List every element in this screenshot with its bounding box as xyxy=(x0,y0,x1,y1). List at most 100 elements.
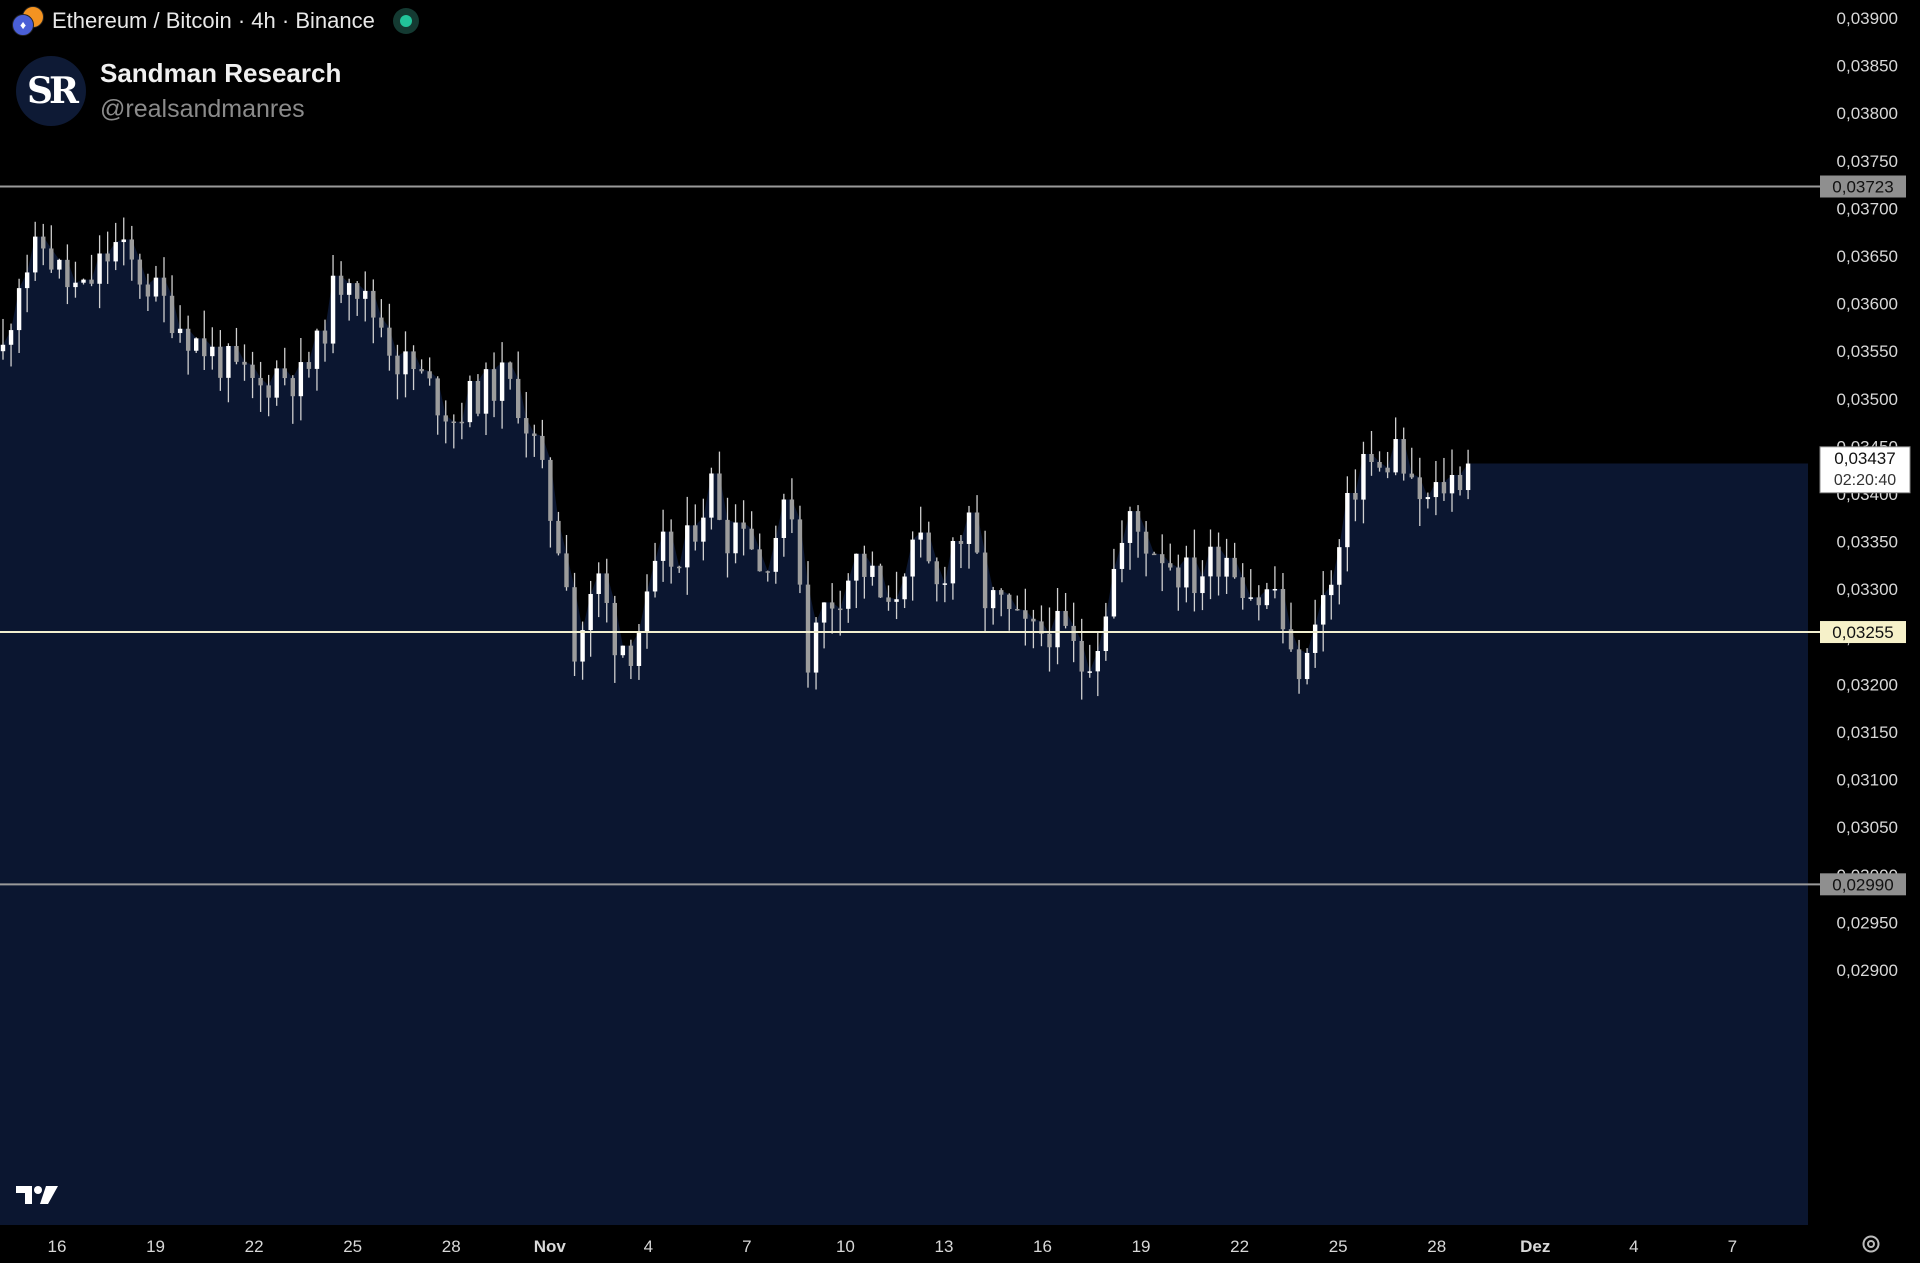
candle-body xyxy=(661,532,665,561)
candle-body xyxy=(975,513,979,553)
candle-body xyxy=(1265,589,1269,605)
last-price-label: 0,03437 xyxy=(1834,449,1895,468)
tradingview-logo-icon[interactable] xyxy=(14,1183,60,1207)
y-tick-label: 0,03800 xyxy=(1837,104,1898,123)
chart-header: ♦ Ethereum / Bitcoin · 4h · Binance xyxy=(12,6,419,36)
candle-body xyxy=(1305,653,1309,679)
candle-body xyxy=(886,597,890,601)
candle-body xyxy=(242,362,246,365)
candle xyxy=(1305,648,1309,684)
candle-body xyxy=(782,499,786,537)
candle-countdown-label: 02:20:40 xyxy=(1834,472,1896,489)
candle-body xyxy=(1393,439,1397,472)
y-tick-label: 0,03550 xyxy=(1837,342,1898,361)
candle-body xyxy=(500,362,504,400)
candle-body xyxy=(307,362,311,369)
candle-body xyxy=(621,646,625,656)
y-tick-label: 0,03600 xyxy=(1837,295,1898,314)
candle-body xyxy=(677,567,681,569)
candle-body xyxy=(1442,482,1446,493)
candle-body xyxy=(427,371,431,378)
candle-body xyxy=(1466,464,1470,490)
price-axis[interactable]: 0,03900 0,03850 0,03800 0,03750 0,03700 0,036… xyxy=(1837,9,1898,980)
candle-body xyxy=(645,591,649,631)
candle-body xyxy=(1128,511,1132,543)
candle-body xyxy=(798,519,802,584)
candle-body xyxy=(1297,649,1301,679)
candle-body xyxy=(299,362,303,396)
x-tick-label: 10 xyxy=(836,1237,855,1256)
candle-body xyxy=(870,566,874,577)
candle-body xyxy=(741,523,745,529)
candle-body xyxy=(202,338,206,356)
candle-body xyxy=(967,513,971,544)
x-tick-label: 4 xyxy=(1629,1237,1638,1256)
candle-body xyxy=(1176,568,1180,588)
y-tick-label: 0,03700 xyxy=(1837,199,1898,218)
candle-body xyxy=(580,630,584,661)
candle-body xyxy=(258,378,262,385)
y-tick-label: 0,03100 xyxy=(1837,771,1898,790)
candle-body xyxy=(1353,493,1357,500)
candle-body xyxy=(1104,616,1108,651)
candle-body xyxy=(790,499,794,519)
candle-body xyxy=(1055,611,1059,647)
candle-body xyxy=(1249,597,1253,599)
candle-body xyxy=(1112,569,1116,617)
candle-body xyxy=(275,368,279,397)
pair-icons: ♦ xyxy=(12,6,42,36)
candle-body xyxy=(122,239,126,242)
candle-body xyxy=(1458,475,1462,490)
candle-body xyxy=(1450,475,1454,493)
candle-body xyxy=(1152,554,1156,556)
candle-body xyxy=(436,378,440,415)
candle-body xyxy=(460,422,464,424)
candle-body xyxy=(170,296,174,333)
y-tick-label: 0,02950 xyxy=(1837,913,1898,932)
candle-body xyxy=(717,473,721,519)
candle-body xyxy=(387,328,391,356)
candle-body xyxy=(1410,474,1414,478)
symbol-title[interactable]: Ethereum / Bitcoin · 4h · Binance xyxy=(52,8,375,34)
candle-body xyxy=(935,561,939,584)
y-tick-label: 0,02900 xyxy=(1837,961,1898,980)
x-tick-label: 7 xyxy=(1728,1237,1737,1256)
y-tick-label: 0,03200 xyxy=(1837,675,1898,694)
candle-body xyxy=(814,623,818,673)
level-price-label: 0,02990 xyxy=(1832,875,1893,894)
candle-body xyxy=(709,473,713,517)
candle-body xyxy=(878,566,882,598)
x-tick-label: 28 xyxy=(442,1237,461,1256)
settings-gear-icon[interactable] xyxy=(1860,1233,1882,1255)
y-tick-label: 0,03300 xyxy=(1837,580,1898,599)
candle xyxy=(194,337,198,353)
candle-body xyxy=(1426,497,1430,499)
y-tick-label: 0,03850 xyxy=(1837,57,1898,76)
candle-body xyxy=(1160,554,1164,563)
x-tick-label: 4 xyxy=(644,1237,653,1256)
candle-body xyxy=(733,523,737,554)
live-status-icon xyxy=(393,8,419,34)
candle-body xyxy=(154,278,158,297)
y-tick-label: 0,03900 xyxy=(1837,9,1898,28)
candle-body xyxy=(1369,454,1373,462)
candle-body xyxy=(9,330,13,345)
candle-body xyxy=(1377,462,1381,468)
brand-logo: SR xyxy=(16,56,86,126)
candle-body xyxy=(395,356,399,375)
candle-body xyxy=(1434,482,1438,497)
candle-body xyxy=(339,276,343,295)
candle-body xyxy=(1385,468,1389,473)
candle-body xyxy=(951,541,955,583)
x-tick-label: 22 xyxy=(1230,1237,1249,1256)
eth-coin-icon: ♦ xyxy=(12,14,34,36)
x-tick-label: 16 xyxy=(48,1237,67,1256)
x-tick-label: Nov xyxy=(534,1237,567,1256)
candle-body xyxy=(653,561,657,592)
candle-body xyxy=(89,280,93,284)
candle-body xyxy=(749,529,753,550)
candle-body xyxy=(943,583,947,585)
x-tick-label: 16 xyxy=(1033,1237,1052,1256)
candle-body xyxy=(403,351,407,374)
